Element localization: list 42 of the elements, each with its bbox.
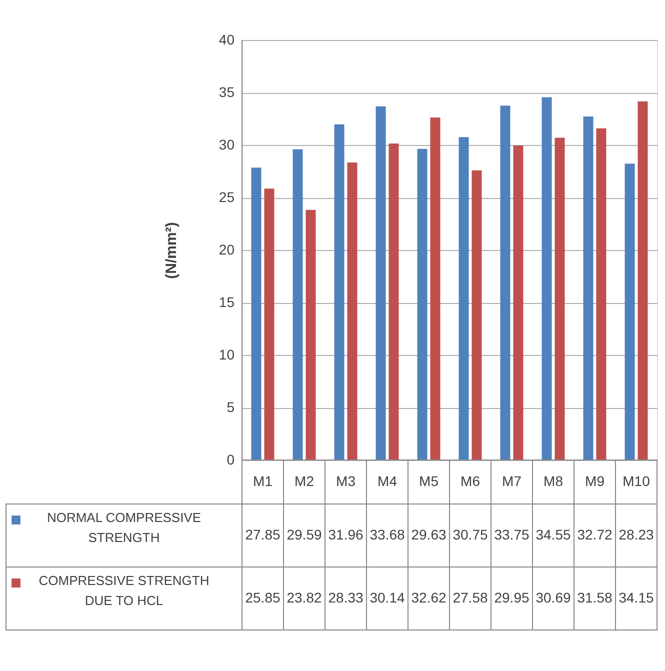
x-tick-label: M10: [622, 473, 650, 489]
data-label: 28.33: [328, 590, 364, 606]
data-label: 29.59: [286, 526, 322, 542]
data-label: 23.82: [286, 590, 322, 606]
y-tick-label: 0: [226, 452, 235, 468]
data-label: 27.58: [452, 590, 488, 606]
data-label: 30.14: [370, 590, 405, 606]
x-tick-label: M7: [502, 473, 522, 489]
data-label: 29.95: [494, 590, 530, 606]
x-tick-label: M1: [253, 473, 273, 489]
legend-label: NORMAL COMPRESSIVE STRENGTH: [46, 510, 202, 545]
x-tick-label: M2: [294, 473, 314, 489]
x-tick-label: M6: [460, 473, 480, 489]
y-tick-label: 40: [218, 32, 235, 48]
x-tick-label: M5: [419, 473, 439, 489]
legend-label: COMPRESSIVE STRENGTH DUE TO HCL: [38, 573, 210, 608]
data-label: 28.23: [618, 526, 654, 542]
data-label: 31.96: [328, 526, 364, 542]
data-label: 30.69: [536, 590, 571, 606]
y-tick-label: 15: [218, 294, 235, 310]
y-tick-label: 5: [226, 399, 235, 415]
x-tick-label: M4: [378, 473, 398, 489]
data-label: 27.85: [245, 526, 280, 542]
data-label: 33.68: [370, 526, 405, 542]
x-tick-label: M8: [544, 473, 564, 489]
y-axis-title: (N/mm²): [162, 222, 180, 279]
data-label: 29.63: [411, 526, 446, 542]
data-label: 25.85: [245, 590, 280, 606]
y-tick-label: 10: [218, 346, 235, 362]
y-tick-label: 35: [218, 84, 235, 100]
x-tick-label: M3: [336, 473, 356, 489]
data-label: 34.55: [536, 526, 571, 542]
data-label: 33.75: [494, 526, 530, 542]
x-tick-label: M9: [585, 473, 605, 489]
data-label: 32.72: [577, 526, 612, 542]
data-label: 30.75: [452, 526, 488, 542]
data-label: 31.58: [577, 590, 612, 606]
data-label: 34.15: [618, 590, 654, 606]
y-tick-label: 20: [218, 242, 235, 258]
y-tick-label: 25: [218, 189, 235, 205]
data-label: 32.62: [411, 590, 446, 606]
y-tick-label: 30: [218, 136, 235, 152]
